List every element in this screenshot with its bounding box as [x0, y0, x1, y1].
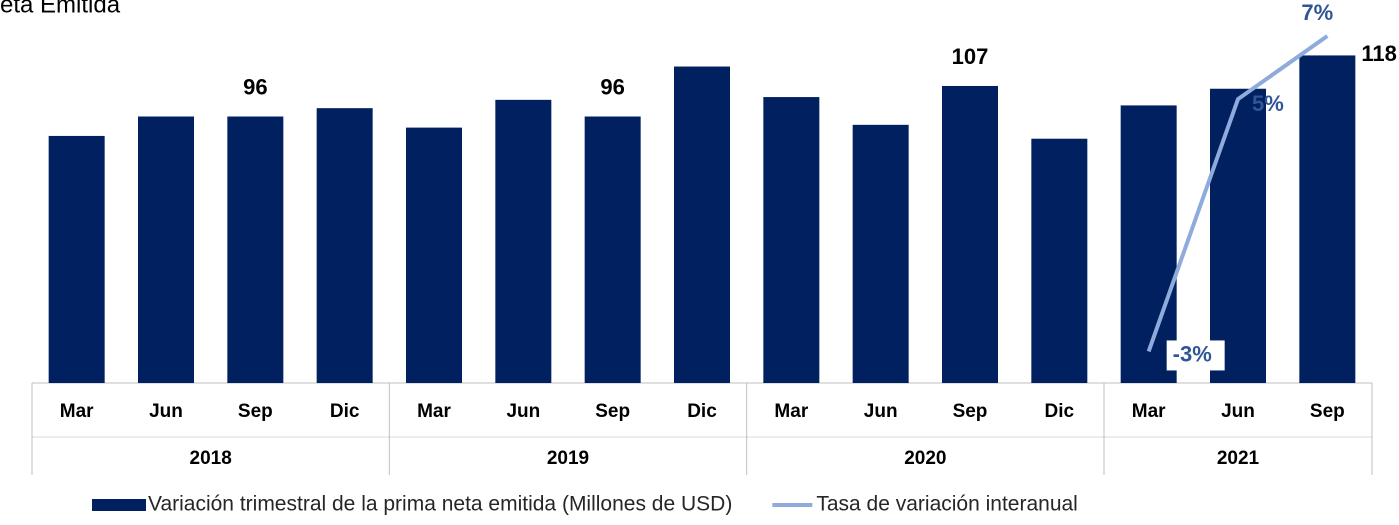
bar [942, 85, 998, 383]
line [1146, 34, 1329, 353]
x-tick-label: Jun [506, 401, 540, 422]
x-tick-label: Sep [1310, 401, 1345, 422]
x-group-label: 2021 [1217, 448, 1260, 469]
bar [852, 124, 909, 383]
legend-swatch [92, 499, 146, 511]
label-background [1166, 340, 1225, 371]
bar [316, 108, 373, 384]
bar [48, 135, 105, 383]
bar [674, 66, 730, 383]
x-tick-label: Sep [238, 401, 273, 422]
data-label: 7% [1301, 0, 1333, 25]
x-tick-label: Jun [149, 401, 183, 422]
bar [584, 116, 641, 383]
x-group-label: 2019 [547, 448, 589, 469]
x-tick-label: Sep [953, 401, 988, 422]
x-tick-label: Jun [864, 401, 898, 422]
bar [1120, 105, 1177, 384]
data-label: 96 [600, 74, 624, 99]
x-group-label: 2020 [904, 448, 946, 469]
x-tick-label: Dic [1045, 401, 1075, 422]
x-tick-label: Mar [417, 401, 451, 422]
data-label: 118 [1361, 41, 1397, 66]
x-tick-label: Mar [774, 401, 808, 422]
bar [406, 127, 462, 383]
legend-label: Tasa de variación interanual [816, 493, 1078, 516]
x-group-label: 2018 [190, 448, 232, 469]
legend-label: Variación trimestral de la prima neta em… [148, 493, 732, 516]
x-tick-label: Sep [595, 401, 630, 422]
bar [495, 99, 552, 384]
bar [138, 116, 194, 383]
data-label: 107 [952, 44, 989, 69]
bar [1210, 88, 1266, 383]
x-tick-label: Dic [687, 401, 717, 422]
x-tick-label: Mar [1132, 401, 1166, 422]
data-label: 96 [243, 74, 267, 99]
data-label: -3% [1173, 341, 1212, 366]
bar [1299, 55, 1356, 383]
x-tick-label: Mar [60, 401, 94, 422]
data-label: 5% [1252, 91, 1284, 116]
x-tick-label: Jun [1221, 401, 1255, 422]
x-tick-label: Dic [330, 401, 360, 422]
bar [227, 116, 284, 383]
bar [763, 97, 820, 384]
bar [1031, 138, 1088, 383]
chart-title: eta Emitida [0, 0, 121, 18]
